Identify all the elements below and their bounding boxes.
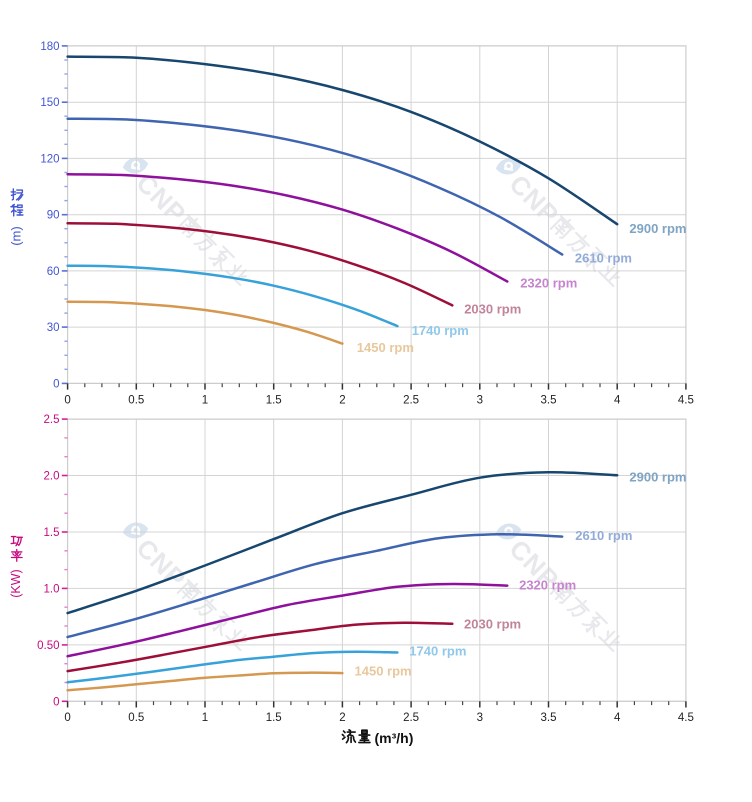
svg-text:60: 60: [47, 266, 60, 278]
svg-text:2610 rpm: 2610 rpm: [575, 250, 632, 265]
svg-text:2900 rpm: 2900 rpm: [629, 221, 686, 236]
svg-text:3.5: 3.5: [541, 712, 557, 724]
svg-text:1: 1: [202, 712, 208, 724]
svg-text:2320 rpm: 2320 rpm: [520, 275, 577, 290]
svg-text:2030 rpm: 2030 rpm: [464, 617, 521, 632]
svg-text:3: 3: [477, 712, 483, 724]
svg-text:3.5: 3.5: [541, 395, 557, 407]
svg-text:2.5: 2.5: [403, 395, 419, 407]
svg-text:(m): (m): [8, 226, 23, 246]
svg-text:3: 3: [477, 395, 483, 407]
svg-text:1740 rpm: 1740 rpm: [409, 643, 466, 658]
svg-text:1450 rpm: 1450 rpm: [355, 664, 412, 679]
svg-text:1.5: 1.5: [266, 712, 282, 724]
svg-text:1.5: 1.5: [266, 395, 282, 407]
svg-text:4.5: 4.5: [678, 712, 694, 724]
svg-text:0: 0: [53, 378, 59, 390]
svg-text:2.5: 2.5: [44, 414, 60, 426]
svg-text:0.5: 0.5: [128, 712, 144, 724]
svg-text:2320 rpm: 2320 rpm: [519, 577, 576, 592]
svg-text:1.5: 1.5: [44, 527, 60, 539]
svg-text:(KW): (KW): [9, 569, 23, 597]
svg-text:2: 2: [339, 395, 345, 407]
svg-text:0.5: 0.5: [128, 395, 144, 407]
svg-text:0: 0: [64, 712, 70, 724]
svg-text:2: 2: [339, 712, 345, 724]
svg-text:1740 rpm: 1740 rpm: [412, 323, 469, 338]
svg-text:0.50: 0.50: [37, 640, 59, 652]
svg-text:4.5: 4.5: [678, 395, 694, 407]
svg-text:1450 rpm: 1450 rpm: [357, 340, 414, 355]
svg-text:2610 rpm: 2610 rpm: [575, 528, 632, 543]
svg-text:2.0: 2.0: [44, 471, 60, 483]
svg-text:2.5: 2.5: [403, 712, 419, 724]
svg-text:1: 1: [202, 395, 208, 407]
svg-text:0: 0: [64, 395, 70, 407]
svg-text:4: 4: [614, 395, 621, 407]
svg-text:2900 rpm: 2900 rpm: [629, 470, 686, 485]
svg-text:90: 90: [47, 210, 60, 222]
svg-text:30: 30: [47, 322, 60, 334]
svg-text:(m³/h): (m³/h): [375, 730, 414, 746]
svg-text:180: 180: [40, 41, 59, 53]
svg-text:4: 4: [614, 712, 621, 724]
svg-text:0: 0: [53, 696, 59, 708]
svg-text:1.0: 1.0: [44, 583, 60, 595]
svg-text:120: 120: [40, 153, 59, 165]
svg-text:150: 150: [40, 97, 59, 109]
svg-text:2030 rpm: 2030 rpm: [464, 301, 521, 316]
